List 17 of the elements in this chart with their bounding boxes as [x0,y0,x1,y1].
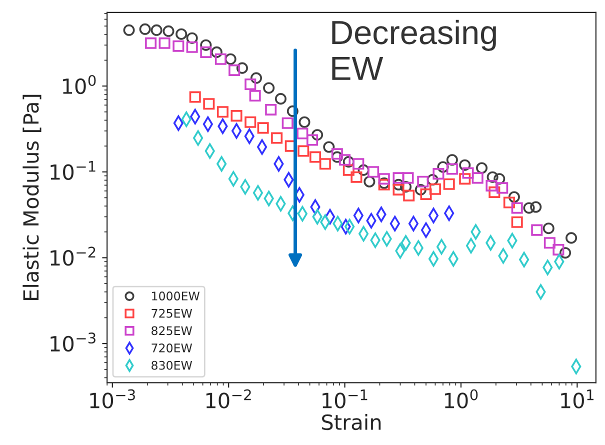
legend-label: 825EW [152,326,192,336]
x-tick-label: 10$^{−1}$ [322,390,368,408]
y-tick-label: 10$^{−2}$ [50,246,96,266]
x-tick-label: 10$^{−2}$ [206,389,251,408]
x-tick-label: 10$^{−3}$ [90,389,135,408]
y-tick-label: 10$^{0}$ [62,75,96,94]
y-tick-label: 10$^{−1}$ [50,161,96,180]
x-tick-label: 10$^{0}$ [444,389,478,408]
legend-label: 725EW [152,308,192,318]
x-axis-title: Strain [322,414,381,430]
legend-label: 830EW [152,360,192,370]
legend-label: 720EW [152,344,192,352]
legend-label: 1000EW [152,292,200,300]
y-axis-title: Elastic Modulus [Pa] [22,94,42,300]
x-tick-label: 10$^{1}$ [561,390,594,408]
annotation: Decreasing EW [332,20,496,80]
y-tick-label: 10$^{−3}$ [50,332,96,352]
